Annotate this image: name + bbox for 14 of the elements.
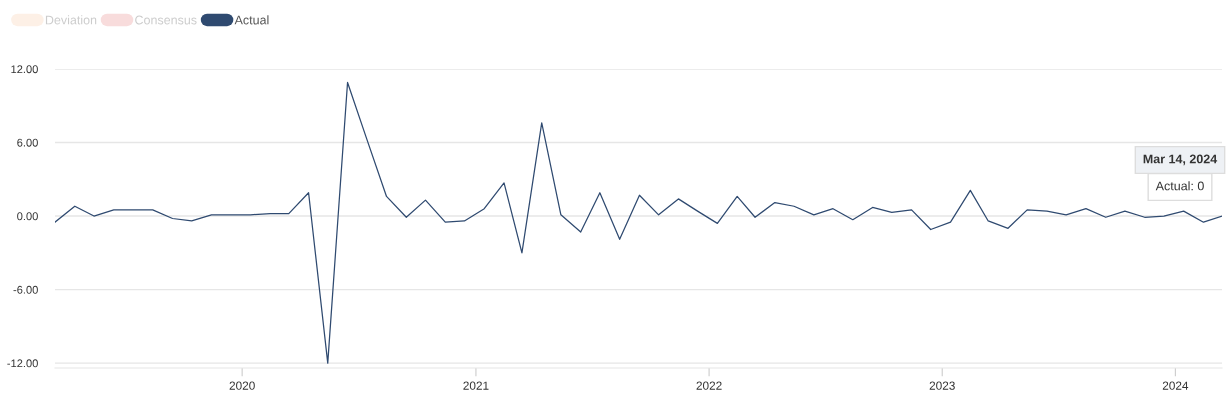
y-tick-label: -6.00 bbox=[13, 285, 38, 294]
annotation: Mar 14, 2024 bbox=[1143, 154, 1218, 166]
y-tick-label: 12.00 bbox=[11, 65, 38, 74]
x-tick-label: 2021 bbox=[463, 381, 489, 390]
line-series bbox=[55, 81, 1222, 364]
x-tick-label: 2022 bbox=[696, 381, 722, 390]
x-tick-label: 2020 bbox=[229, 381, 255, 390]
legend-label: Actual bbox=[234, 15, 269, 25]
y-tick-label: -12.00 bbox=[7, 359, 38, 368]
y-tick-label: 6.00 bbox=[17, 138, 38, 147]
annotation: Actual: 0 bbox=[1155, 181, 1204, 191]
x-tick-label: 2023 bbox=[929, 381, 955, 390]
x-tick-label: 2024 bbox=[1162, 381, 1189, 390]
y-tick-label: 0.00 bbox=[17, 212, 38, 221]
